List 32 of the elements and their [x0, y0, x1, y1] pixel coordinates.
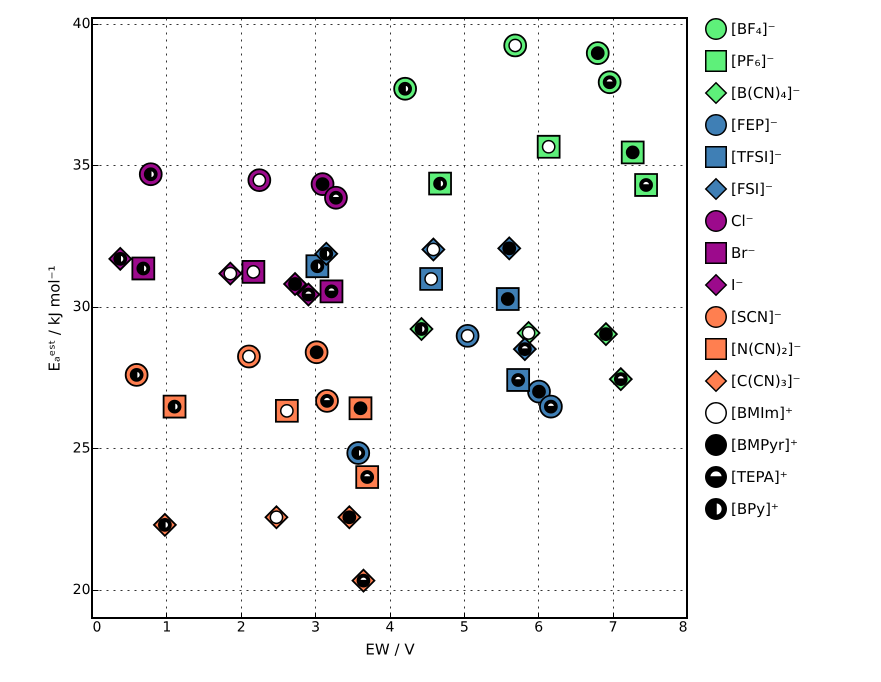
legend-label: [TEPA]⁺ — [731, 468, 788, 486]
legend-label: [BMPyr]⁺ — [731, 436, 798, 454]
legend-label: [BF₄]⁻ — [731, 20, 776, 38]
legend-label: [BMIm]⁺ — [731, 404, 793, 422]
x-tick-label: 7 — [608, 620, 618, 636]
y-tick-label: 40 — [72, 16, 90, 32]
legend-label: Br⁻ — [731, 244, 756, 262]
x-axis-title: EW / V — [365, 640, 416, 658]
legend-label: [C(CN)₃]⁻ — [731, 372, 801, 390]
x-tick-label: 8 — [678, 620, 688, 636]
legend-label: Cl⁻ — [731, 212, 754, 230]
x-tick-label: 1 — [162, 620, 172, 636]
legend-label: [BPy]⁺ — [731, 500, 779, 518]
legend-label: [TFSI]⁻ — [731, 148, 782, 166]
legend-label: [FSI]⁻ — [731, 180, 773, 198]
y-tick-label: 20 — [72, 582, 90, 598]
legend-label: [FEP]⁻ — [731, 116, 778, 134]
legend-label: [SCN]⁻ — [731, 308, 782, 326]
y-tick-label: 35 — [72, 158, 90, 174]
legend-label: [N(CN)₂]⁻ — [731, 340, 802, 358]
y-tick-label: 25 — [72, 440, 90, 457]
y-tick-label: 30 — [72, 299, 90, 316]
legend-label: I⁻ — [731, 276, 744, 294]
y-axis-title: Eₐᵉˢᵗ / kJ mol⁻¹ — [46, 266, 64, 372]
legend-label: [B(CN)₄]⁻ — [731, 84, 800, 102]
x-tick-label: 4 — [386, 620, 395, 636]
x-tick-label: 6 — [534, 620, 544, 636]
x-tick-label: 2 — [236, 620, 246, 636]
x-tick-label: 0 — [92, 620, 102, 636]
x-tick-label: 5 — [460, 620, 469, 636]
legend-label: [PF₆]⁻ — [731, 52, 774, 70]
x-tick-label: 3 — [311, 620, 320, 636]
